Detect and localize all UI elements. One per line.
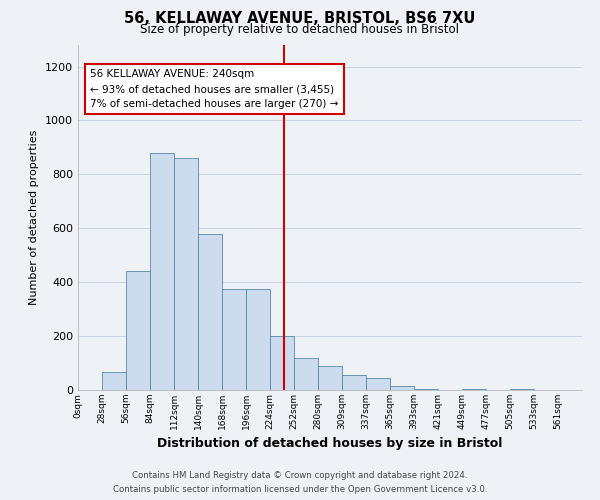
Bar	[150, 153, 174, 390]
Bar	[318, 366, 342, 390]
Bar	[366, 378, 390, 390]
Bar	[102, 372, 126, 390]
X-axis label: Distribution of detached houses by size in Bristol: Distribution of detached houses by size …	[157, 438, 503, 450]
Bar	[270, 336, 294, 390]
Bar	[222, 289, 246, 390]
Bar	[414, 388, 438, 390]
Bar	[462, 388, 486, 390]
Bar	[342, 375, 366, 390]
Bar	[126, 272, 150, 390]
Bar	[510, 388, 534, 390]
Text: Contains HM Land Registry data © Crown copyright and database right 2024.
Contai: Contains HM Land Registry data © Crown c…	[113, 472, 487, 494]
Bar	[390, 386, 414, 390]
Text: Size of property relative to detached houses in Bristol: Size of property relative to detached ho…	[140, 22, 460, 36]
Bar	[294, 358, 318, 390]
Bar	[198, 234, 222, 390]
Text: 56 KELLAWAY AVENUE: 240sqm
← 93% of detached houses are smaller (3,455)
7% of se: 56 KELLAWAY AVENUE: 240sqm ← 93% of deta…	[90, 70, 338, 109]
Bar	[246, 289, 270, 390]
Y-axis label: Number of detached properties: Number of detached properties	[29, 130, 40, 305]
Text: 56, KELLAWAY AVENUE, BRISTOL, BS6 7XU: 56, KELLAWAY AVENUE, BRISTOL, BS6 7XU	[124, 11, 476, 26]
Bar	[174, 158, 198, 390]
